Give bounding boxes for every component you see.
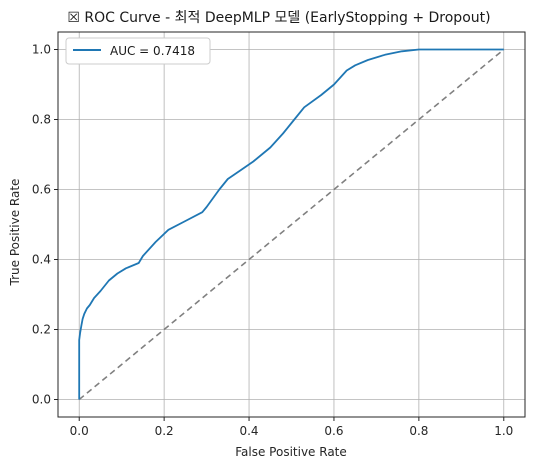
grid xyxy=(58,32,525,417)
legend-box xyxy=(65,37,211,65)
x-tick-label: 0.8 xyxy=(409,424,428,438)
x-axis-label: False Positive Rate xyxy=(235,445,347,459)
legend: AUC = 0.7418 xyxy=(65,37,211,65)
chart-title: ☒ ROC Curve - 최적 DeepMLP 모델 (EarlyStoppi… xyxy=(67,10,490,26)
x-tick-label: 0.0 xyxy=(70,424,89,438)
y-tick-label: 0.2 xyxy=(32,323,51,337)
y-tick-label: 0.6 xyxy=(32,183,51,197)
y-tick-label: 0.0 xyxy=(32,393,51,407)
x-tick-label: 1.0 xyxy=(494,424,513,438)
plot-frame xyxy=(57,31,526,418)
y-axis-label: True Positive Rate xyxy=(8,179,22,287)
x-tick-label: 0.6 xyxy=(324,424,343,438)
legend-label: AUC = 0.7418 xyxy=(110,44,195,58)
x-tick-label: 0.2 xyxy=(155,424,174,438)
chance-diagonal-line xyxy=(78,48,505,401)
roc-curve-line xyxy=(78,48,504,400)
x-tick-label: 0.4 xyxy=(239,424,258,438)
y-tick-label: 0.4 xyxy=(32,253,51,267)
tick-layer: 0.0 0.2 0.4 0.6 0.8 1.0 0.0 0.2 0.4 0.6 0.8 1.0 xyxy=(32,43,513,439)
y-tick-label: 0.8 xyxy=(32,113,51,127)
y-tick-label: 1.0 xyxy=(32,43,51,57)
series-layer xyxy=(78,48,505,401)
